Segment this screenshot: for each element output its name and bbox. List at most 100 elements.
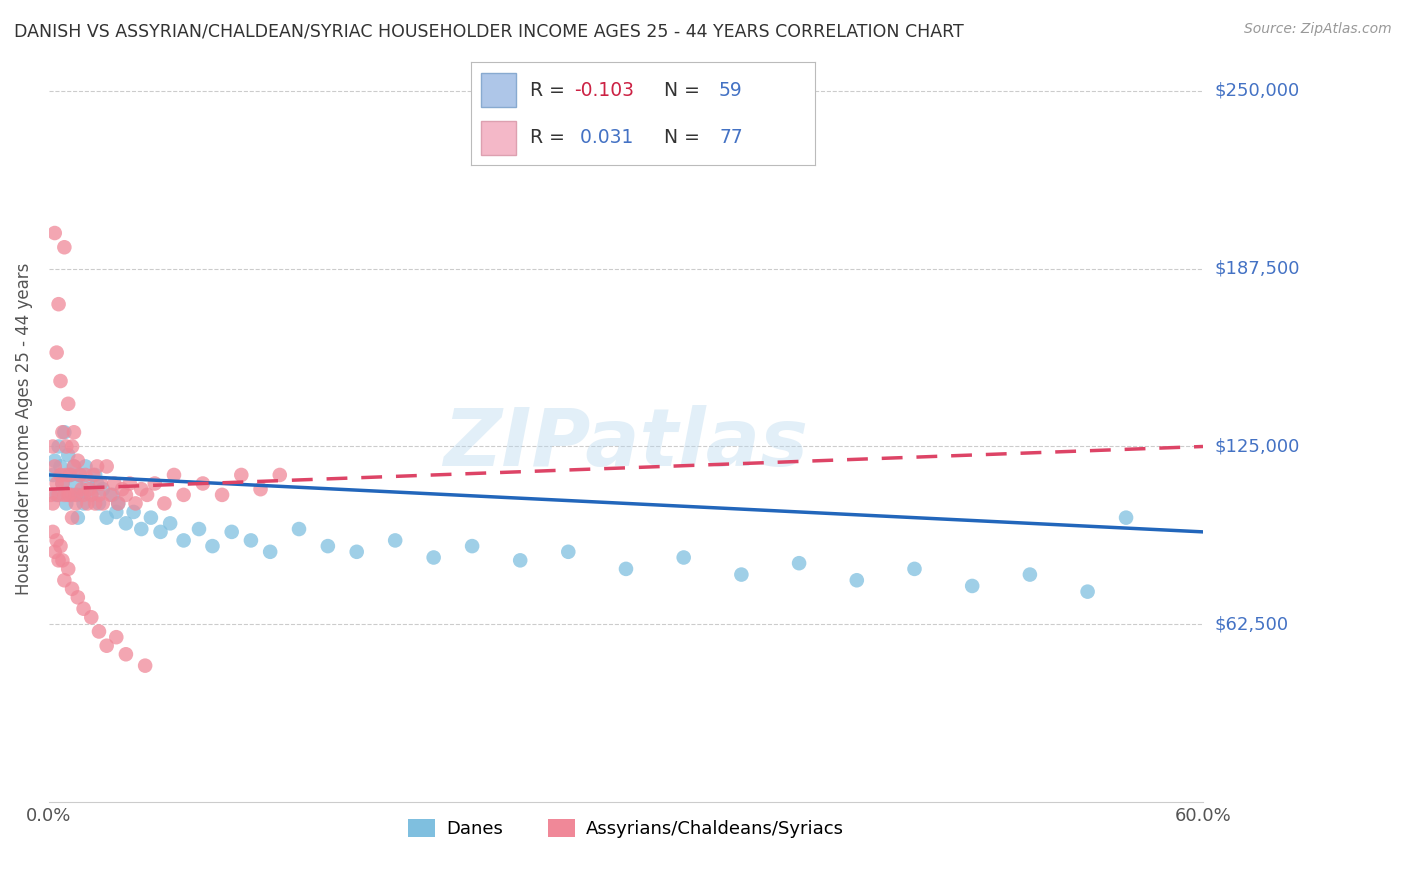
Point — [60, 488, 83, 502]
Point — [72, 488, 94, 502]
Point — [44, 226, 66, 240]
Point — [44, 545, 66, 559]
Point — [51, 425, 73, 440]
Point — [316, 539, 339, 553]
Point — [79, 482, 101, 496]
Point — [63, 459, 86, 474]
Text: N =: N = — [664, 128, 706, 147]
Point — [51, 476, 73, 491]
Point — [139, 510, 162, 524]
Point — [84, 496, 107, 510]
Point — [66, 488, 89, 502]
Point — [239, 533, 262, 548]
Text: $62,500: $62,500 — [1215, 615, 1288, 633]
Text: R =: R = — [530, 80, 571, 100]
FancyBboxPatch shape — [481, 73, 516, 106]
Point — [91, 496, 114, 510]
Point — [143, 476, 166, 491]
Point — [75, 467, 97, 482]
Point — [49, 467, 72, 482]
Point — [124, 496, 146, 510]
Text: DANISH VS ASSYRIAN/CHALDEAN/SYRIAC HOUSEHOLDER INCOME AGES 25 - 44 YEARS CORRELA: DANISH VS ASSYRIAN/CHALDEAN/SYRIAC HOUSE… — [14, 22, 963, 40]
Point — [59, 488, 82, 502]
Point — [787, 556, 810, 570]
Text: R =: R = — [530, 128, 571, 147]
Point — [269, 467, 291, 482]
Point — [72, 601, 94, 615]
Point — [90, 476, 112, 491]
Point — [1018, 567, 1040, 582]
Point — [53, 574, 76, 588]
Point — [107, 496, 129, 510]
FancyBboxPatch shape — [481, 121, 516, 155]
Point — [672, 550, 695, 565]
Point — [105, 630, 128, 644]
Text: $125,000: $125,000 — [1215, 437, 1299, 456]
Point — [249, 482, 271, 496]
Point — [55, 496, 77, 510]
Point — [42, 467, 65, 482]
Point — [65, 496, 87, 510]
Point — [60, 440, 83, 454]
Point — [69, 467, 91, 482]
Point — [80, 488, 103, 502]
Point — [557, 545, 579, 559]
Legend: Danes, Assyrians/Chaldeans/Syriacs: Danes, Assyrians/Chaldeans/Syriacs — [401, 812, 851, 846]
Point — [45, 345, 67, 359]
Point — [153, 496, 176, 510]
Point — [173, 533, 195, 548]
Point — [461, 539, 484, 553]
Point — [614, 562, 637, 576]
Point — [149, 524, 172, 539]
Point — [55, 440, 77, 454]
Point — [55, 467, 77, 482]
Point — [903, 562, 925, 576]
Point — [259, 545, 281, 559]
Point — [105, 505, 128, 519]
Point — [111, 482, 134, 496]
Point — [103, 476, 125, 491]
Point — [48, 553, 70, 567]
Text: $187,500: $187,500 — [1215, 260, 1299, 277]
Point — [53, 488, 76, 502]
Text: ZIPatlas: ZIPatlas — [443, 405, 808, 483]
Point — [66, 510, 89, 524]
Point — [51, 476, 73, 491]
Point — [44, 454, 66, 468]
Point — [63, 425, 86, 440]
Point — [42, 440, 65, 454]
Point — [191, 476, 214, 491]
Point — [134, 658, 156, 673]
Point — [163, 467, 186, 482]
Point — [87, 624, 110, 639]
Point — [100, 488, 122, 502]
Point — [42, 524, 65, 539]
Point — [66, 591, 89, 605]
Point — [72, 496, 94, 510]
Point — [53, 240, 76, 254]
Point — [49, 374, 72, 388]
Text: Source: ZipAtlas.com: Source: ZipAtlas.com — [1244, 22, 1392, 37]
Point — [845, 574, 868, 588]
Point — [87, 488, 110, 502]
Point — [136, 488, 159, 502]
Text: $250,000: $250,000 — [1215, 82, 1299, 100]
Point — [69, 467, 91, 482]
Point — [122, 505, 145, 519]
Point — [60, 582, 83, 596]
Point — [1077, 584, 1099, 599]
Point — [49, 459, 72, 474]
Point — [70, 482, 93, 496]
Point — [51, 553, 73, 567]
Point — [70, 488, 93, 502]
Point — [45, 476, 67, 491]
Point — [96, 459, 118, 474]
Point — [960, 579, 983, 593]
Point — [39, 488, 62, 502]
Point — [44, 459, 66, 474]
Point — [115, 647, 138, 661]
Point — [288, 522, 311, 536]
Point — [45, 488, 67, 502]
Point — [53, 425, 76, 440]
Point — [129, 482, 152, 496]
